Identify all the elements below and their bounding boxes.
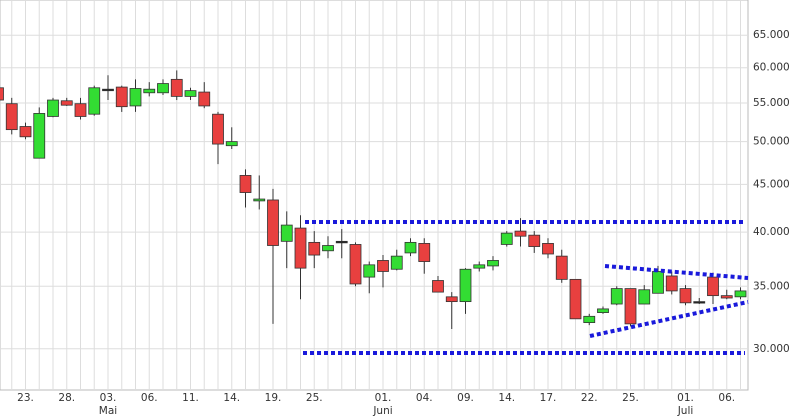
candle-body [377, 260, 389, 272]
candle-body [280, 224, 293, 242]
candle-body [47, 99, 59, 117]
candle-body [143, 88, 156, 94]
trend-lines [303, 220, 749, 355]
candle-body [225, 141, 238, 147]
candle-body [74, 103, 87, 117]
candle-body [404, 241, 417, 254]
y-tick-label: 45.000 [753, 178, 790, 190]
candle-body [473, 264, 486, 269]
candle-body [679, 288, 692, 304]
candle-body [665, 275, 678, 292]
candle-body [0, 87, 4, 101]
y-tick-label: 35.000 [753, 280, 790, 292]
candle-body [734, 290, 747, 298]
candle-body [294, 227, 307, 269]
candle-body [170, 78, 183, 97]
candle-body [60, 100, 73, 106]
candle-body [707, 276, 719, 297]
triangle-lower [589, 300, 749, 338]
candle-body [390, 255, 403, 270]
candle-body [624, 288, 637, 325]
candle-body [198, 91, 211, 107]
x-tick-label: 28. [58, 392, 75, 404]
candle-body [569, 278, 582, 320]
x-tick-label: 09. [457, 392, 474, 404]
candle-body [432, 280, 444, 293]
candle-body [652, 271, 664, 294]
y-tick-label: 50.000 [753, 136, 790, 148]
labels: 30.000 35.000 40.000 45.000 50.000 55.000 60.0… [17, 29, 790, 417]
candles [0, 70, 747, 329]
candle-body [349, 244, 362, 285]
candle-body [157, 83, 169, 94]
candle-body [184, 90, 197, 97]
candle-body [418, 243, 431, 262]
candle-body [239, 175, 252, 193]
candle-body [267, 199, 279, 246]
candle-body [610, 288, 623, 305]
candle-body [514, 230, 527, 237]
candle-body [88, 87, 101, 115]
x-month-label: Juni [372, 405, 392, 417]
candle-body [459, 268, 472, 303]
candle-body [129, 88, 142, 107]
y-tick-label: 55.000 [753, 97, 790, 109]
candle-body [638, 289, 651, 305]
candle-body [322, 245, 334, 252]
y-tick-label: 65.000 [753, 29, 790, 41]
y-tick-label: 40.000 [753, 226, 790, 238]
candle-body [335, 240, 348, 244]
x-tick-label: 19. [265, 392, 282, 404]
x-tick-label: 17. [540, 392, 557, 404]
x-tick-label: 22. [581, 392, 598, 404]
x-tick-label: 11. [182, 392, 199, 404]
candle-body [212, 113, 224, 145]
candle-body [597, 308, 609, 313]
candle-body [102, 88, 114, 92]
x-tick-label: 23. [17, 392, 34, 404]
plot-area [0, 0, 749, 391]
candle-body [308, 241, 321, 256]
candle-body [33, 113, 46, 159]
candle-body [487, 260, 499, 267]
x-tick-label: 03. [100, 392, 117, 404]
x-tick-label: 25. [306, 392, 323, 404]
x-tick-label: 06. [718, 392, 735, 404]
x-month-label: Mai [99, 405, 117, 417]
x-tick-label: 01. [375, 392, 392, 404]
x-month-label: Juli [677, 405, 694, 417]
candle-body [363, 264, 376, 278]
candle-body [500, 232, 513, 245]
x-tick-label: 14. [498, 392, 515, 404]
x-tick-label: 25. [622, 392, 639, 404]
candle-body [583, 315, 596, 324]
x-tick-label: 14. [223, 392, 240, 404]
candle-body [5, 103, 18, 131]
candle-body [115, 86, 128, 108]
triangle-upper [604, 264, 749, 280]
candle-body [555, 255, 568, 280]
x-tick-label: 06. [141, 392, 158, 404]
candle-body [253, 198, 266, 202]
candle-body [542, 243, 554, 255]
candle-body [693, 301, 706, 304]
candle-body [445, 296, 458, 303]
y-tick-label: 60.000 [753, 62, 790, 74]
x-tick-label: 04. [416, 392, 433, 404]
x-tick-label: 01. [677, 392, 694, 404]
candle-body [528, 234, 541, 247]
candle-body [19, 126, 32, 138]
candle-body [720, 295, 733, 299]
y-tick-label: 30.000 [753, 343, 790, 355]
